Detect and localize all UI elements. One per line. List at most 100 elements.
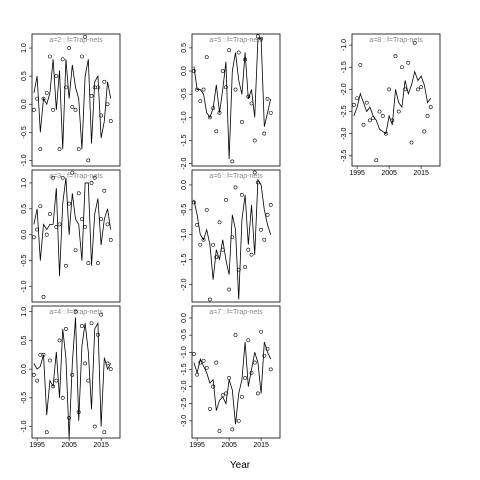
data-point: [73, 107, 78, 112]
y-tick-label: 0.0: [181, 313, 188, 323]
series-line: [353, 70, 432, 135]
data-point: [89, 181, 94, 185]
data-point: [214, 129, 219, 134]
data-point: [57, 338, 62, 343]
series-line: [193, 38, 272, 160]
panel-frame: [31, 305, 121, 439]
data-point: [368, 118, 372, 123]
y-tick-label: -1.5: [181, 254, 188, 266]
data-point: [236, 50, 241, 55]
data-point: [108, 237, 113, 242]
data-point: [384, 131, 388, 136]
x-tick-label: 2005: [381, 170, 397, 177]
data-point: [230, 427, 235, 432]
y-tick-label: -1.0: [181, 346, 188, 358]
data-point: [54, 378, 59, 383]
y-tick-label: 0.0: [21, 364, 28, 374]
y-tick-label: 0.0: [181, 180, 188, 190]
data-point: [374, 158, 379, 163]
data-point: [259, 329, 264, 334]
data-point: [105, 102, 110, 107]
data-point: [240, 193, 244, 197]
data-point: [64, 263, 68, 268]
data-point: [195, 222, 200, 227]
data-point: [96, 85, 100, 90]
data-point: [73, 309, 78, 314]
data-point: [224, 197, 228, 202]
series-line: [193, 178, 272, 300]
data-point: [208, 115, 212, 120]
data-point: [246, 94, 251, 99]
data-point: [217, 429, 222, 434]
data-point: [76, 410, 81, 415]
data-point: [240, 394, 244, 399]
y-tick-label: -1.0: [341, 39, 348, 51]
data-point: [198, 99, 203, 104]
data-point: [92, 424, 97, 429]
y-tick-label: -0.5: [181, 204, 188, 216]
data-point: [38, 352, 43, 357]
data-point: [252, 138, 257, 143]
data-point: [204, 365, 209, 370]
data-point: [41, 352, 46, 357]
y-tick-label: -1.0: [21, 154, 28, 166]
data-point: [64, 85, 68, 90]
data-point: [83, 225, 88, 229]
data-point: [195, 372, 200, 377]
data-point: [44, 430, 49, 435]
data-point: [99, 312, 104, 317]
data-point: [243, 376, 248, 380]
data-point: [224, 85, 228, 90]
data-point: [227, 48, 232, 53]
data-point: [211, 242, 216, 247]
data-point: [41, 294, 46, 299]
y-tick-label: -0.5: [21, 126, 28, 138]
data-point: [41, 96, 46, 101]
data-point: [96, 261, 100, 266]
data-point: [80, 54, 84, 59]
data-point: [243, 265, 248, 270]
y-tick-label: -1.0: [21, 280, 28, 292]
y-tick-label: -1.0: [21, 420, 28, 432]
panel-frame: [191, 169, 281, 303]
data-point: [412, 40, 417, 45]
data-point: [73, 248, 78, 253]
data-point: [80, 324, 84, 328]
y-tick-label: 1.0: [21, 178, 28, 188]
data-point: [396, 109, 401, 114]
data-point: [96, 332, 100, 337]
y-tick-label: 0.0: [181, 66, 188, 76]
data-point: [44, 232, 49, 237]
panel-frame: [31, 169, 121, 303]
data-point: [192, 200, 196, 205]
data-point: [70, 170, 75, 175]
data-point: [32, 107, 36, 112]
panel-frame: [351, 33, 441, 167]
data-point: [64, 327, 68, 331]
data-point: [208, 297, 212, 302]
data-point: [67, 201, 72, 206]
data-point: [70, 372, 75, 377]
y-tick-label: -1.5: [181, 134, 188, 146]
data-point: [57, 147, 62, 152]
data-point: [44, 91, 49, 95]
strip-title: a=6 : f=Trap-nets: [209, 173, 263, 180]
data-point: [38, 147, 43, 152]
data-point: [35, 96, 40, 101]
data-point: [86, 261, 91, 266]
data-point: [38, 204, 43, 209]
data-point: [105, 222, 110, 227]
data-point: [265, 96, 270, 101]
data-point: [224, 391, 228, 396]
strip-title: a=5 : f=Trap-nets: [209, 37, 263, 44]
x-tick-label: 1995: [189, 442, 205, 449]
panel-frame: [191, 33, 281, 167]
data-point: [428, 105, 433, 109]
data-point: [227, 287, 232, 292]
data-point: [60, 175, 65, 180]
data-point: [76, 147, 81, 152]
data-point: [83, 34, 88, 39]
series-line: [33, 59, 112, 150]
data-point: [236, 267, 241, 272]
data-point: [406, 60, 411, 65]
